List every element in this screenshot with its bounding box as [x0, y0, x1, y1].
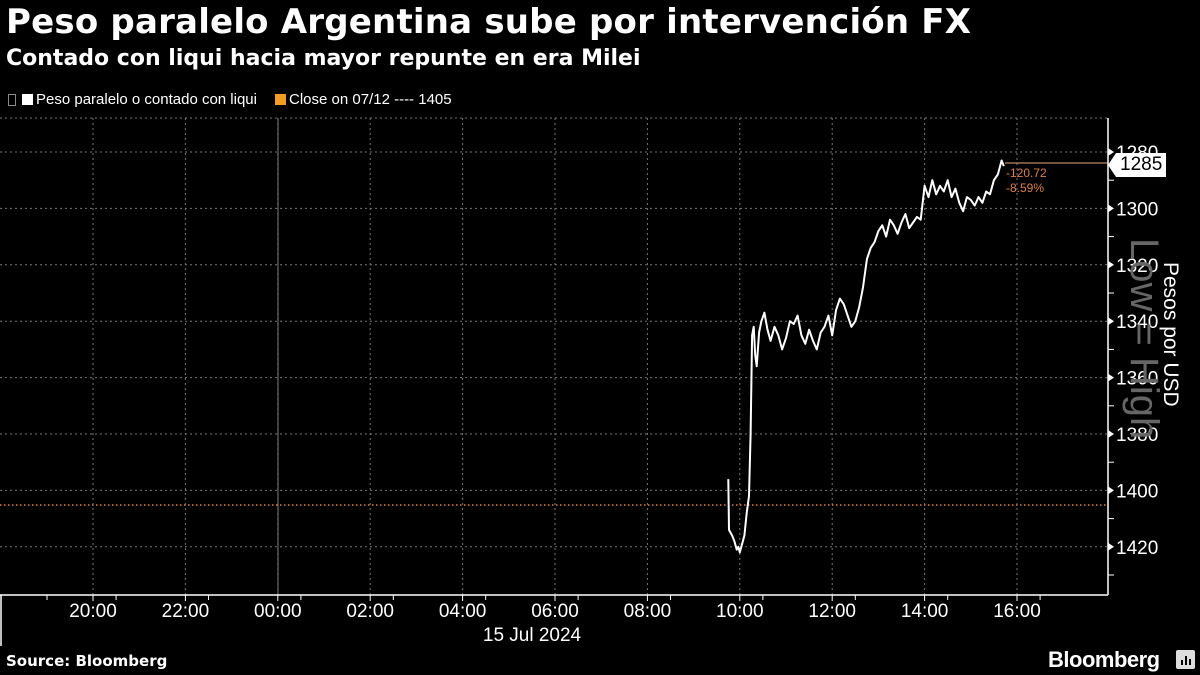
- close-swatch-icon: [275, 94, 286, 105]
- x-axis-ticks: 20:00 22:00 00:00 02:00 04:00 06:00 08:00 10:00…: [46, 595, 1041, 646]
- svg-text:1380: 1380: [1116, 425, 1158, 446]
- svg-text:14:00: 14:00: [901, 601, 949, 622]
- chart-subtitle: Contado con liqui hacia mayor repunte en…: [6, 46, 641, 71]
- svg-text:12:00: 12:00: [808, 601, 856, 622]
- svg-text:1340: 1340: [1116, 312, 1158, 333]
- legend-item-close[interactable]: Close on 07/12 ---- 1405: [275, 91, 452, 108]
- svg-text:15 Jul 2024: 15 Jul 2024: [483, 625, 582, 646]
- svg-text:22:00: 22:00: [162, 601, 210, 622]
- change-absolute: -120.72: [1006, 166, 1047, 180]
- change-percent: -8.59%: [1006, 181, 1045, 195]
- svg-text:00:00: 00:00: [254, 601, 302, 622]
- svg-text:1320: 1320: [1116, 256, 1158, 277]
- svg-text:02:00: 02:00: [346, 601, 394, 622]
- legend-item-series[interactable]: Peso paralelo o contado con liqui: [22, 91, 257, 108]
- last-value-badge: 1285: [1107, 153, 1167, 177]
- series-swatch-icon: [22, 94, 33, 105]
- y-axis-ticks: 12801300132013401360138014001420: [1108, 143, 1158, 576]
- svg-text:04:00: 04:00: [439, 601, 487, 622]
- svg-text:16:00: 16:00: [993, 601, 1041, 622]
- svg-text:1300: 1300: [1116, 199, 1158, 220]
- legend: Peso paralelo o contado con liqui Close …: [8, 91, 466, 108]
- bloomberg-logo: Bloomberg: [1048, 647, 1160, 672]
- series-line: [727, 159, 1005, 554]
- svg-text:08:00: 08:00: [624, 601, 672, 622]
- bloomberg-chart-icon: [1176, 650, 1195, 669]
- legend-toggle-icon[interactable]: [8, 93, 16, 106]
- svg-text:1400: 1400: [1116, 481, 1158, 502]
- svg-text:10:00: 10:00: [716, 601, 764, 622]
- svg-text:20:00: 20:00: [69, 601, 117, 622]
- legend-label-series: Peso paralelo o contado con liqui: [36, 91, 257, 108]
- legend-label-close: Close on 07/12 ---- 1405: [289, 91, 452, 108]
- y-axis-label: Pesos por USD: [1159, 262, 1182, 407]
- svg-text:1360: 1360: [1116, 369, 1158, 390]
- svg-text:1420: 1420: [1116, 538, 1158, 559]
- svg-text:06:00: 06:00: [531, 601, 579, 622]
- chart-title: Peso paralelo Argentina sube por interve…: [6, 2, 972, 42]
- source-note: Source: Bloomberg: [6, 652, 168, 670]
